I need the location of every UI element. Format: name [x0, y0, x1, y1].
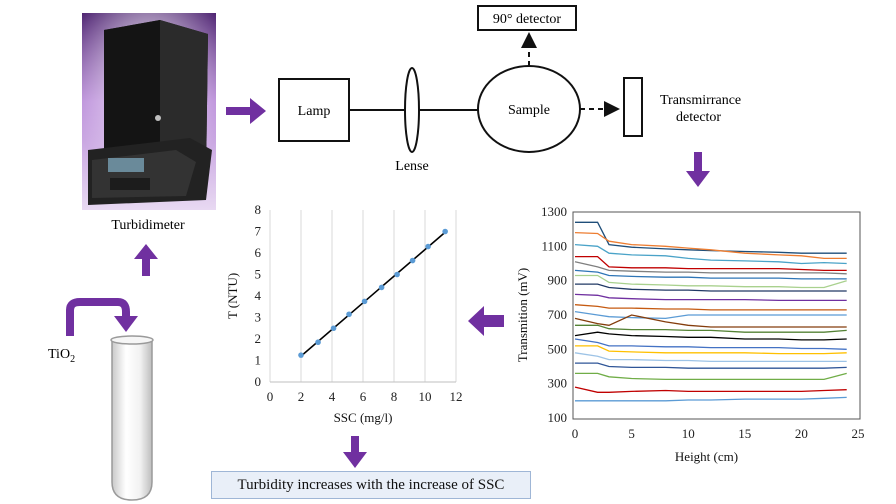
series-line-4: [575, 255, 847, 272]
series-line-12: [574, 314, 847, 328]
data-point-2: [330, 325, 337, 332]
series-line-11: [574, 310, 847, 320]
turbidimeter-label: Turbidimeter: [111, 218, 185, 233]
series-line-19: [575, 372, 847, 381]
x-axis-label: Height (cm): [675, 449, 738, 464]
arrow-chart-down: [343, 436, 367, 468]
series-line-9: [574, 293, 847, 302]
test-tube-icon: [110, 335, 154, 501]
data-point-8: [425, 243, 431, 250]
data-point-3: [346, 311, 352, 318]
transmittance-label-line1: Transmirrance: [660, 93, 741, 108]
lamp-box: [278, 78, 350, 142]
y-tick-label: 1: [255, 353, 262, 368]
x-tick-label: 2: [298, 389, 305, 404]
transmittance-label-line2: detector: [676, 110, 721, 125]
arrow-tio2-curve: [66, 298, 138, 336]
y-tick-label: 0: [255, 374, 262, 389]
series-line-5: [574, 261, 847, 275]
data-point-7: [409, 257, 416, 264]
arrow-transmittance-down: [686, 152, 710, 187]
transmittance-detector-box: [623, 77, 643, 137]
x-tick-label: 20: [795, 426, 808, 441]
series-line-20: [574, 386, 847, 393]
data-point-5: [378, 284, 385, 291]
y-tick-label: 6: [255, 245, 262, 260]
series-line-17: [574, 352, 847, 363]
arrow-chart-left: [468, 306, 504, 336]
y-tick-label: 5: [255, 267, 262, 282]
turbidimeter-device-image: [82, 13, 216, 210]
lens-shape: [404, 67, 420, 153]
detector-90-box: [477, 5, 577, 31]
sample-label: Sample: [508, 103, 550, 118]
arrow-tube-to-device: [134, 244, 158, 276]
y-axis-label: T (NTU): [225, 273, 240, 319]
data-point-1: [315, 339, 321, 346]
series-line-13: [575, 324, 847, 333]
data-point-9: [442, 228, 448, 235]
x-tick-label: 0: [267, 389, 274, 404]
y-tick-label: 1300: [541, 204, 567, 219]
trendline: [300, 231, 446, 357]
series-line-15: [574, 338, 847, 350]
series-line-21: [575, 396, 847, 402]
y-tick-label: 7: [255, 224, 262, 239]
x-tick-label: 25: [852, 426, 865, 441]
x-tick-label: 6: [360, 389, 367, 404]
y-tick-label: 900: [548, 273, 568, 288]
y-tick-label: 4: [255, 288, 262, 303]
series-line-10: [574, 304, 847, 311]
y-tick-label: 100: [548, 410, 568, 425]
y-tick-label: 8: [255, 202, 262, 217]
x-tick-label: 0: [572, 426, 579, 441]
y-axis-label: Transmition (mV): [515, 268, 530, 363]
transmition-height-chart: 0 5 10 15 20 25 100 300 500 700 900 1100 1300 Height …: [515, 204, 865, 464]
data-point-0: [298, 352, 304, 358]
series-line-7: [575, 274, 847, 289]
lamp-label: Lamp: [298, 104, 331, 119]
x-tick-label: 12: [450, 389, 463, 404]
data-point-6: [394, 271, 400, 278]
x-tick-label: 10: [419, 389, 432, 404]
tio2-label: TiO2: [48, 347, 75, 365]
detector-90-label: 90° detector: [493, 12, 562, 27]
series-line-18: [575, 362, 847, 369]
x-tick-label: 8: [391, 389, 398, 404]
series-line-8: [575, 283, 847, 292]
y-tick-label: 500: [548, 341, 568, 356]
lense-label: Lense: [395, 159, 428, 174]
arrow-device-to-lamp: [226, 98, 266, 124]
series-line-1: [575, 221, 847, 254]
y-tick-label: 300: [548, 376, 568, 391]
x-tick-label: 4: [329, 389, 336, 404]
y-tick-label: 2: [255, 331, 262, 346]
series-line-14: [574, 331, 847, 341]
series-line-6: [574, 269, 847, 280]
conclusion-caption: Turbidity increases with the increase of…: [211, 471, 531, 499]
series-line-16: [575, 345, 847, 355]
y-tick-label: 3: [255, 310, 262, 325]
y-tick-label: 1100: [541, 238, 567, 253]
x-tick-label: 5: [628, 426, 635, 441]
x-tick-label: 15: [738, 426, 751, 441]
series-line-2: [574, 231, 847, 260]
data-point-4: [361, 298, 368, 305]
x-tick-label: 10: [682, 426, 695, 441]
y-tick-label: 700: [548, 307, 568, 322]
series-line-3: [574, 243, 847, 265]
x-axis-label: SSC (mg/l): [334, 410, 393, 425]
